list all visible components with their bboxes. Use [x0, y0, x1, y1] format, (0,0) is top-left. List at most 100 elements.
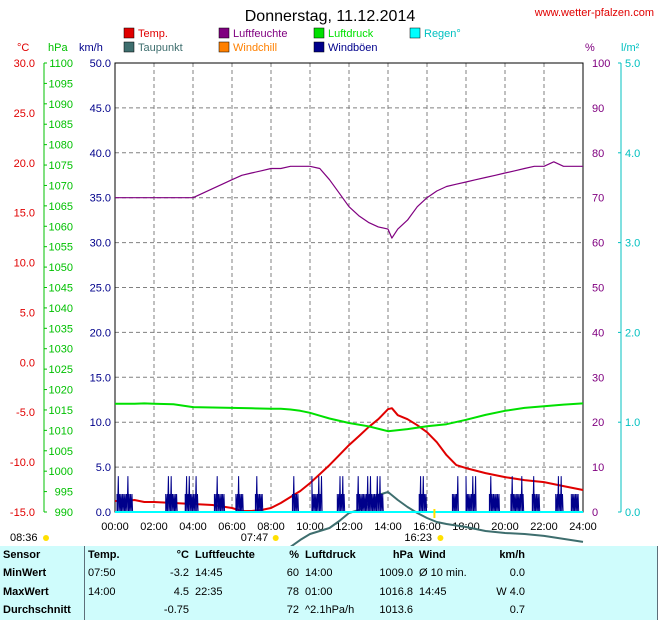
- tick-label-hpa: 1050: [49, 262, 73, 274]
- tick-label-temp: -15.0: [10, 507, 35, 519]
- tick-label-pct: 0: [592, 507, 598, 519]
- chart-title: Donnerstag, 11.12.2014: [245, 8, 416, 25]
- tick-label-rain: 3.0: [625, 238, 640, 250]
- tick-label-pct: 90: [592, 103, 604, 115]
- stats-row-avg: Durchschnitt -0.75 72 ^2.1hPa/h 1013.6 0…: [0, 601, 658, 620]
- legend-label: Windböen: [328, 42, 378, 54]
- tick-label-x: 24:00: [569, 521, 597, 533]
- tick-label-rain: 0.0: [625, 507, 640, 519]
- tick-label-hpa: 1030: [49, 344, 73, 356]
- unit-pct-label: %: [585, 42, 595, 54]
- chart-legend: Temp. Luftfeuchte Luftdruck Regen° Taupunkt W…: [123, 27, 461, 54]
- tick-label-pct: 30: [592, 372, 604, 384]
- tick-label-temp: 30.0: [14, 58, 35, 70]
- stats-cell: 14:45: [419, 585, 447, 598]
- tick-label-kmh: 5.0: [96, 462, 111, 474]
- tick-label-temp: 5.0: [20, 307, 35, 319]
- axis-unit-labels: °C hPa km/h % l/m²: [17, 42, 640, 54]
- stats-cell: 0.7: [509, 604, 525, 617]
- stats-header: hPa: [392, 548, 413, 561]
- tick-label-hpa: 1095: [49, 78, 73, 90]
- stats-cell: 72: [286, 604, 299, 617]
- tick-label-hpa: 1070: [49, 180, 73, 192]
- tick-label-x: 06:00: [218, 521, 246, 533]
- stats-cell: 01:00: [305, 585, 333, 598]
- legend-label: Luftfeuchte: [233, 28, 287, 40]
- stats-cell: W 4.0: [496, 585, 525, 598]
- temp-line: [115, 407, 584, 512]
- tick-label-temp: 20.0: [14, 158, 35, 170]
- legend-label: Regen°: [424, 28, 461, 40]
- humidity-line: [115, 161, 583, 239]
- stats-row-name: MinWert: [0, 564, 85, 583]
- tick-label-hpa: 1085: [49, 119, 73, 131]
- tick-label-pct: 70: [592, 193, 604, 205]
- stats-spacer: [528, 601, 658, 620]
- tick-label-temp: 15.0: [14, 208, 35, 220]
- legend-label: Luftdruck: [328, 28, 374, 40]
- tick-label-x: 04:00: [179, 521, 207, 533]
- chart-series: [115, 161, 584, 546]
- stats-cell: -0.75: [163, 604, 189, 617]
- time-marker-icon: [272, 535, 279, 541]
- stats-cell: 1013.6: [379, 604, 413, 617]
- legend-label: Temp.: [138, 28, 168, 40]
- stats-row-max: MaxWert 14:00 4.5 22:35 78 01:00 1016.8 …: [0, 583, 658, 602]
- chart-grid: [115, 63, 583, 512]
- sun-marker-label: 08:36: [10, 532, 38, 544]
- tick-label-kmh: 40.0: [90, 148, 111, 160]
- tick-label-kmh: 30.0: [90, 238, 111, 250]
- pressure-line: [115, 402, 584, 433]
- tick-label-kmh: 10.0: [90, 417, 111, 429]
- tick-label-x: 10:00: [296, 521, 324, 533]
- tick-label-pct: 60: [592, 238, 604, 250]
- tick-label-hpa: 1075: [49, 160, 73, 172]
- tick-label-temp: -10.0: [10, 457, 35, 469]
- tick-label-rain: 4.0: [625, 148, 640, 160]
- stats-cell: 78: [286, 585, 299, 598]
- tick-label-kmh: 15.0: [90, 372, 111, 384]
- stats-header: km/h: [499, 548, 525, 561]
- legend-swatch: [313, 41, 325, 53]
- tick-label-kmh: 25.0: [90, 283, 111, 295]
- stats-row-name: MaxWert: [0, 583, 85, 602]
- stats-cell: 1009.0: [379, 567, 413, 580]
- unit-rain-label: l/m²: [621, 42, 640, 54]
- weather-chart: Donnerstag, 11.12.2014 www.wetter-pfalze…: [10, 7, 654, 546]
- website-link[interactable]: www.wetter-pfalzen.com: [534, 7, 654, 19]
- stats-cell: -3.2: [170, 567, 189, 580]
- wind-gust-line: [115, 476, 583, 513]
- tick-label-pct: 80: [592, 148, 604, 160]
- stats-header: Temp.: [88, 548, 120, 561]
- stats-row-min: MinWert 07:50 -3.2 14:45 60 14:00 1009.0…: [0, 564, 658, 583]
- tick-label-hpa: 1065: [49, 201, 73, 213]
- stats-cell: 07:50: [88, 567, 116, 580]
- tick-label-hpa: 1060: [49, 221, 73, 233]
- tick-label-hpa: 1005: [49, 446, 73, 458]
- stats-cell: 1016.8: [379, 585, 413, 598]
- tick-label-hpa: 1100: [49, 58, 73, 70]
- tick-label-temp: 0.0: [20, 357, 35, 369]
- tick-label-hpa: 1025: [49, 364, 73, 376]
- legend-swatch: [409, 27, 421, 39]
- legend-swatch: [218, 27, 230, 39]
- stats-table: Sensor Temp. °C Luftfeuchte % Luftdruck …: [0, 546, 658, 620]
- stats-cell: [192, 602, 268, 620]
- tick-label-hpa: 1055: [49, 242, 73, 254]
- stats-header: Wind: [419, 548, 446, 561]
- tick-label-temp: -5.0: [16, 407, 35, 419]
- legend-swatch: [313, 27, 325, 39]
- time-marker-label: 07:47: [241, 532, 269, 544]
- stats-header: Luftdruck: [305, 548, 356, 561]
- legend-label: Windchill: [233, 42, 277, 54]
- stats-cell: 4.5: [173, 585, 189, 598]
- sun-icon: [43, 535, 49, 541]
- legend-label: Taupunkt: [138, 42, 183, 54]
- stats-cell: [85, 602, 147, 620]
- stats-cell: 14:00: [305, 567, 333, 580]
- unit-kmh-label: km/h: [79, 42, 103, 54]
- tick-label-rain: 5.0: [625, 58, 640, 70]
- tick-label-x: 08:00: [257, 521, 285, 533]
- chart-axes: 30.0 25.0 20.0 15.0 10.0 5.0 0.0 -5.0 -10.0 -15.0…: [10, 58, 640, 533]
- stats-row-name: Durchschnitt: [0, 601, 85, 620]
